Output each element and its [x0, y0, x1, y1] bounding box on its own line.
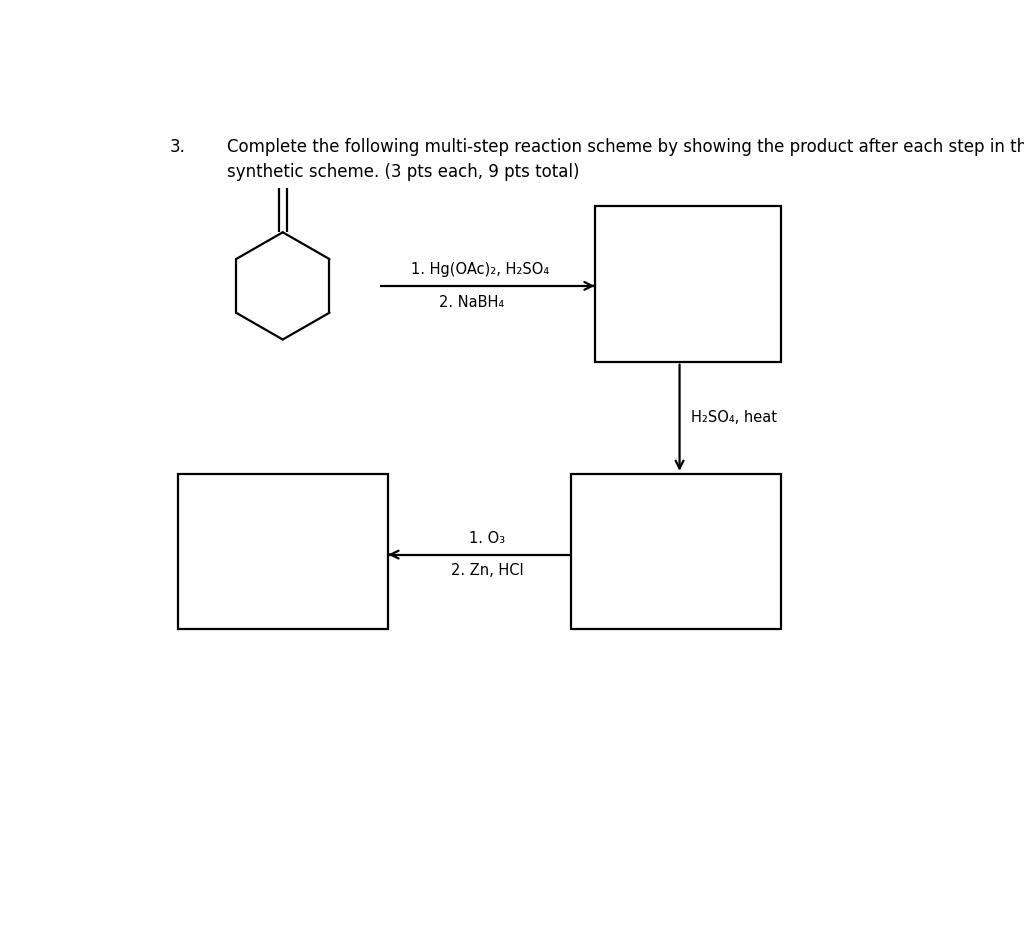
Text: 3.: 3.	[170, 138, 186, 156]
FancyBboxPatch shape	[178, 474, 388, 629]
Text: Complete the following multi-step reaction scheme by showing the product after e: Complete the following multi-step reacti…	[227, 138, 1024, 181]
Text: 2. Zn, HCl: 2. Zn, HCl	[452, 563, 524, 578]
Text: 2. NaBH₄: 2. NaBH₄	[439, 295, 504, 310]
FancyBboxPatch shape	[570, 474, 781, 629]
Text: H₂SO₄, heat: H₂SO₄, heat	[691, 410, 777, 425]
Text: 1. O₃: 1. O₃	[469, 531, 506, 546]
FancyBboxPatch shape	[595, 206, 781, 362]
Text: 1. Hg(OAc)₂, H₂SO₄: 1. Hg(OAc)₂, H₂SO₄	[411, 263, 549, 278]
